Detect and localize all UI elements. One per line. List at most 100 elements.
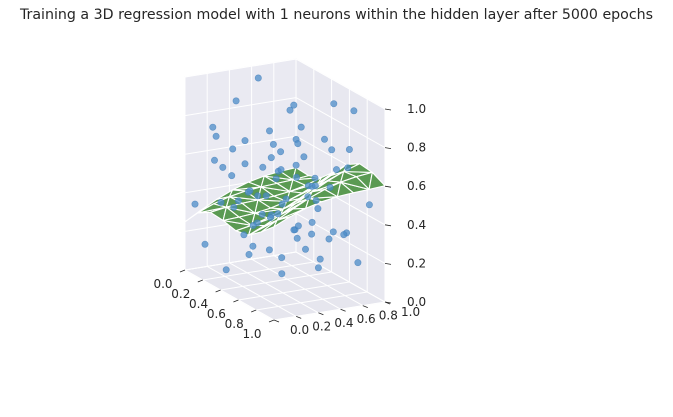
data-point <box>314 205 322 213</box>
data-point <box>278 270 286 278</box>
data-point <box>272 175 280 183</box>
data-point <box>312 197 320 205</box>
floor-gridline <box>229 262 319 314</box>
data-point <box>350 107 358 115</box>
y-tick-label: 0.4 <box>334 316 353 330</box>
data-point <box>267 154 275 162</box>
z-tick-mark <box>384 224 392 227</box>
surface-triangle <box>222 216 253 226</box>
data-point <box>230 203 238 211</box>
data-point <box>314 264 322 272</box>
data-point <box>249 222 257 230</box>
surface-triangle <box>232 181 262 191</box>
data-point <box>241 137 249 145</box>
z-tick-mark <box>384 301 392 304</box>
data-point <box>290 101 298 109</box>
data-point <box>240 231 248 239</box>
data-point <box>269 140 277 148</box>
data-point <box>292 173 300 181</box>
data-point <box>259 163 267 171</box>
left-wall-pane <box>184 58 297 271</box>
data-point <box>249 242 257 250</box>
y-tick-mark <box>318 312 324 316</box>
data-point <box>354 259 362 267</box>
data-point <box>301 245 309 253</box>
data-point <box>262 192 270 200</box>
data-point <box>219 163 227 171</box>
data-point <box>332 166 340 174</box>
data-point <box>311 174 319 182</box>
data-point <box>328 146 336 154</box>
y-tick-mark <box>273 319 280 323</box>
z-tick-label: 0.6 <box>407 179 426 193</box>
data-point <box>212 132 220 140</box>
data-point <box>308 218 316 226</box>
z-tick-mark <box>384 263 392 265</box>
back-wall-gridline <box>295 58 386 110</box>
left-wall-gridline <box>184 135 297 155</box>
floor-gridline <box>184 269 275 321</box>
data-point <box>234 197 242 205</box>
y-tick-label: 0.2 <box>312 319 331 333</box>
data-point <box>254 74 262 82</box>
surface-triangle <box>286 186 316 202</box>
x-tick-mark <box>251 309 257 313</box>
surface-triangle <box>228 190 259 201</box>
data-point <box>245 251 253 259</box>
y-tick-mark <box>362 305 368 308</box>
z-tick-label: 0.8 <box>407 141 426 155</box>
floor-gridline <box>256 291 368 311</box>
data-point <box>320 135 328 143</box>
left-wall-gridline <box>184 251 297 271</box>
data-point <box>330 100 338 108</box>
floor-gridline <box>295 251 386 303</box>
data-point <box>304 193 312 201</box>
floor-gridline <box>220 271 332 291</box>
y-tick-label: 0.8 <box>379 309 398 323</box>
y-tick-mark <box>296 316 302 319</box>
data-point <box>266 214 274 222</box>
y-tick-label: 0.6 <box>357 312 376 326</box>
surface-triangle <box>273 216 291 228</box>
left-wall-gridline <box>184 97 297 117</box>
x-tick-label: 1.0 <box>242 327 261 341</box>
x-tick-label: 0.0 <box>153 277 172 291</box>
x-tick-label: 0.6 <box>207 307 226 321</box>
surface-triangle <box>340 176 370 190</box>
data-point <box>294 140 302 148</box>
surface-triangle <box>336 181 354 198</box>
surface-triangle <box>343 163 373 173</box>
data-point <box>228 172 236 180</box>
floor-gridline <box>273 255 364 307</box>
data-point <box>311 182 319 190</box>
surface-triangle <box>311 180 342 193</box>
data-point <box>258 210 266 218</box>
x-tick-mark <box>268 319 275 323</box>
data-point <box>329 228 337 236</box>
data-point <box>282 195 290 203</box>
z-tick-mark <box>384 108 392 111</box>
data-point <box>308 230 316 238</box>
data-point <box>222 266 230 274</box>
data-point <box>246 187 254 195</box>
z-tick-label: 0.0 <box>407 295 426 309</box>
chart-title: Training a 3D regression model with 1 ne… <box>19 7 654 23</box>
z-tick-label: 1.0 <box>407 102 426 116</box>
x-tick-label: 0.4 <box>189 297 208 311</box>
data-point <box>254 192 262 200</box>
data-point <box>277 148 285 156</box>
z-tick-label: 0.4 <box>407 218 426 232</box>
floor-gridline <box>202 261 314 281</box>
x-tick-label: 0.8 <box>225 317 244 331</box>
data-point <box>292 161 300 169</box>
data-point <box>345 146 353 154</box>
data-point <box>340 231 348 239</box>
data-point <box>265 246 273 254</box>
data-point <box>274 210 282 218</box>
data-point <box>217 198 225 206</box>
x-tick-mark <box>197 279 203 283</box>
z-tick-label: 0.2 <box>407 256 426 270</box>
data-point <box>326 183 334 191</box>
data-point <box>297 123 305 131</box>
data-point <box>278 200 286 208</box>
